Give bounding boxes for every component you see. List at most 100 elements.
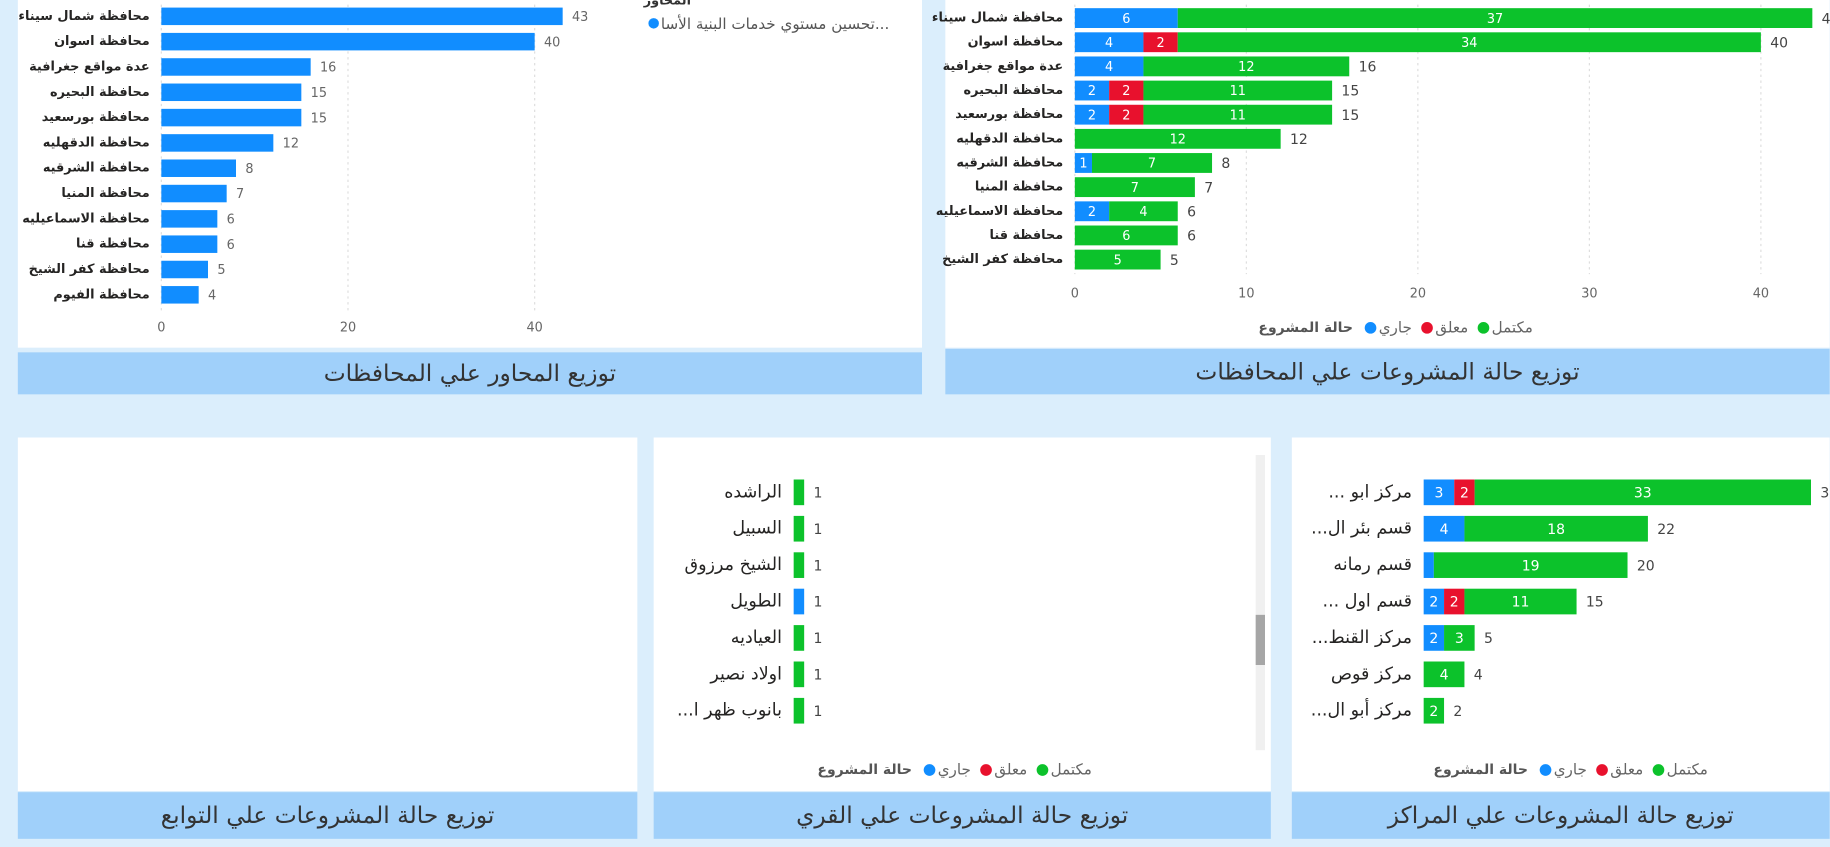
segment-label: 4	[1105, 60, 1113, 75]
category-label: السبيل	[732, 519, 782, 539]
bar	[1074, 153, 1092, 173]
bar	[161, 210, 218, 228]
segment-label: 11	[1512, 595, 1530, 611]
segment-label: 12	[1238, 60, 1254, 75]
legend-marker	[980, 764, 992, 776]
category-label: ...قسم بئر ال	[1311, 519, 1412, 539]
total-label: 15	[1341, 84, 1359, 100]
bar	[161, 32, 535, 51]
bar	[1474, 479, 1811, 506]
segment-label: 37	[1487, 12, 1503, 27]
category-label: ...بانوب ظهر ا	[677, 701, 782, 721]
legend-marker	[648, 18, 659, 29]
category-label: محافظة الاسماعيليه	[22, 211, 149, 226]
total-label: 1	[814, 668, 823, 684]
data-label: 6	[227, 238, 235, 253]
legend-marker	[1421, 322, 1433, 334]
bar	[1074, 249, 1161, 270]
total-label: 5	[1170, 253, 1179, 269]
segment-label: 2	[1450, 595, 1459, 611]
total-label: 1	[814, 558, 823, 574]
category-label: ...مركز أبو ال	[1311, 698, 1412, 721]
data-label: 8	[245, 162, 253, 177]
bar	[1423, 661, 1465, 688]
data-label: 6	[227, 213, 235, 228]
segment-label: 7	[1148, 157, 1156, 172]
segment-label: 2	[1122, 84, 1130, 99]
bar	[1423, 552, 1434, 578]
x-tick-label: 20	[340, 320, 356, 335]
total-label: 40	[1770, 35, 1788, 51]
bar	[1433, 552, 1628, 578]
category-label: ... قسم اول	[1323, 592, 1412, 612]
legend-label: معلق	[1435, 318, 1468, 336]
bar	[1109, 80, 1144, 101]
bar	[1091, 153, 1213, 173]
segment-label: 12	[1170, 133, 1186, 148]
legend-title: حالة المشروع	[817, 762, 912, 778]
legend-label: تحسين مستوي خدمات البنية الأسا...	[661, 14, 889, 34]
bar	[1444, 588, 1465, 615]
category-label: محافظة قنا	[990, 228, 1064, 243]
legend-marker	[923, 764, 936, 776]
bar	[1423, 515, 1465, 542]
segment-label: 4	[1105, 36, 1113, 51]
legend-marker	[1036, 764, 1049, 776]
segment-label: 1	[1079, 157, 1087, 172]
x-tick-label: 0	[1071, 287, 1079, 302]
category-label: محافظة كفر الشيخ	[29, 262, 150, 277]
total-label: 15	[1586, 595, 1604, 611]
legend-title: حالة المشروع	[1433, 762, 1528, 778]
legend-label: جاري	[1554, 761, 1587, 780]
legend-marker	[1364, 322, 1377, 334]
category-label: محافظة المنيا	[975, 180, 1063, 195]
segment-label: 3	[1434, 485, 1443, 501]
total-label: 38	[1820, 485, 1830, 501]
bar	[1423, 625, 1445, 651]
category-label: محافظة بورسعيد	[955, 107, 1063, 122]
category-label: محافظة البحيره	[50, 85, 150, 100]
data-label: 4	[208, 288, 216, 303]
legend-label: جاري	[938, 761, 971, 780]
bar	[161, 7, 563, 26]
bar	[161, 260, 208, 279]
legend: حالة المشروع جاري معلق مكتمل	[1433, 761, 1708, 780]
legend-marker	[1477, 322, 1490, 334]
segment-label: 3	[1455, 631, 1464, 647]
legend-label: جاري	[1379, 318, 1412, 337]
panel-title: توزيع حالة المشروعات علي القري	[796, 801, 1128, 829]
segment-label: 2	[1088, 108, 1096, 123]
bar	[1464, 515, 1648, 542]
bar	[1464, 588, 1577, 615]
segment-label: 2	[1429, 631, 1438, 647]
segment-label: 2	[1460, 485, 1469, 501]
category-label: محافظة الدقهليه	[956, 131, 1063, 146]
legend-label: مكتمل	[1667, 761, 1708, 779]
bar	[1109, 104, 1144, 125]
x-tick-label: 20	[1410, 287, 1426, 302]
panel	[17, 0, 923, 348]
total-label: 6	[1187, 204, 1196, 220]
title-bar	[17, 352, 923, 395]
bar	[793, 479, 805, 506]
category-label: محافظة شمال سيناء	[932, 11, 1063, 26]
data-label: 16	[320, 61, 336, 76]
total-label: 8	[1221, 156, 1230, 172]
bar	[1109, 201, 1178, 222]
legend-label: مكتمل	[1051, 761, 1092, 779]
data-label: 40	[544, 35, 560, 50]
legend: حالة المشروع جاري معلق مكتمل	[817, 761, 1092, 780]
scroll-thumb[interactable]	[1255, 614, 1265, 665]
bar	[1454, 479, 1475, 506]
bar	[161, 235, 218, 253]
segment-label: 18	[1547, 522, 1565, 538]
panel	[17, 437, 638, 791]
category-label: محافظة قنا	[76, 237, 150, 252]
panel-title: توزيع حالة المشروعات علي التوابع	[161, 801, 495, 829]
bar	[1074, 128, 1281, 149]
legend-marker	[1596, 764, 1608, 776]
segment-label: 34	[1461, 36, 1477, 51]
segment-label: 4	[1440, 522, 1449, 538]
segment-label: 2	[1157, 36, 1165, 51]
